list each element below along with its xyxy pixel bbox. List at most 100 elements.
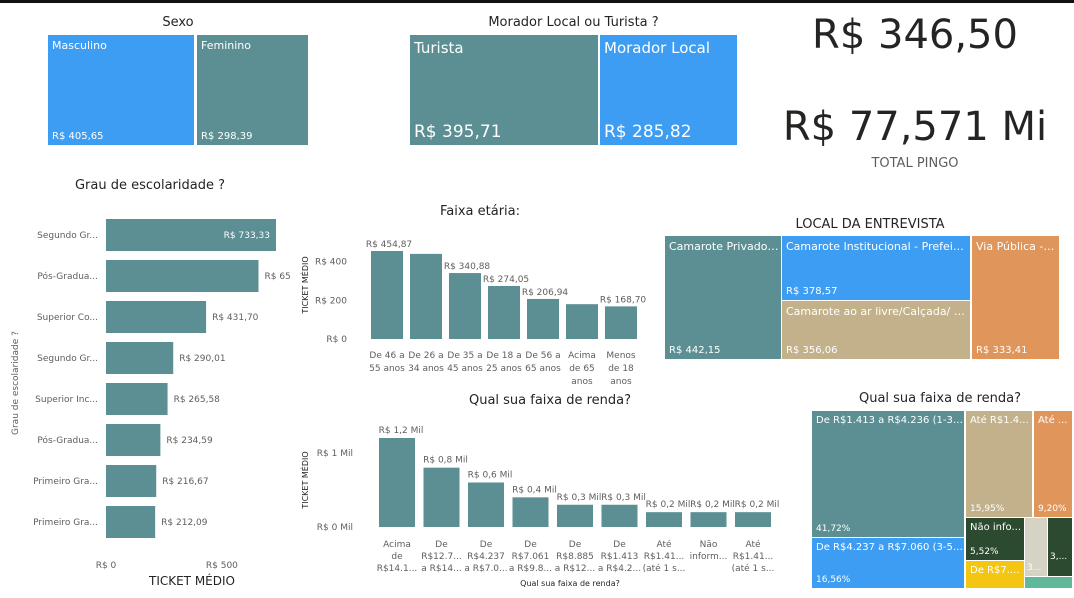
renda-bar-chart: TICKET MÉDIO R$ 0 Mil R$ 1 Mil R$ 1,2 Mil Ac… <box>299 426 779 588</box>
x-tick-label: R$14.1... <box>377 564 418 574</box>
bar[interactable] <box>468 482 504 528</box>
tile-value: 5,52% <box>970 547 999 557</box>
y-tick-label: Pós-Gradua... <box>37 435 98 446</box>
bar[interactable] <box>605 306 637 339</box>
x-tick-label: inform... <box>690 552 728 562</box>
x-tick-label: De 56 a <box>525 351 560 361</box>
kpi-total-label: TOTAL PINGO <box>871 156 959 171</box>
y-tick-label: R$ 1 Mil <box>317 449 353 459</box>
x-tick-label: Acima <box>568 351 596 361</box>
y-tick-label: R$ 400 <box>315 258 347 268</box>
data-label: R$ 0,6 Mil <box>468 471 513 481</box>
x-tick-label: De 35 a <box>447 351 482 361</box>
data-label: R$ 657,78 <box>264 272 290 282</box>
data-label: R$ 0,4 Mil <box>512 485 557 495</box>
bar[interactable] <box>106 301 207 333</box>
local-title: LOCAL DA ENTREVISTA <box>795 217 945 232</box>
data-label: R$ 431,70 <box>212 313 259 323</box>
local-tile-institucional[interactable]: Camarote Institucional - Prefeitura ... … <box>782 236 970 300</box>
data-label: R$ 168,70 <box>600 295 647 305</box>
bar[interactable] <box>646 512 682 527</box>
x-tick-label: Não <box>700 540 718 550</box>
morador-tile-turista[interactable]: Turista R$ 395,71 <box>410 35 598 145</box>
local-tile-privado[interactable]: Camarote Privado e... R$ 442,15 <box>665 236 781 359</box>
x-tick-label: De <box>613 540 626 550</box>
x-axis-title: TICKET MÉDIO <box>148 573 235 588</box>
bar[interactable] <box>106 219 276 251</box>
x-tick-label: De <box>480 540 493 550</box>
x-axis-title: Qual sua faixa de renda? <box>520 579 620 588</box>
x-tick-label: a R$7.0... <box>464 564 507 574</box>
tile-label: De R$1.413 a R$4.236 (1-3 ... <box>816 415 964 426</box>
tile-label: De R$7.... <box>970 565 1020 576</box>
tile-value: R$ 442,15 <box>669 345 721 356</box>
x-tick-label: De 18 a <box>486 351 521 361</box>
kpi-total: R$ 77,571 Mi <box>782 104 1048 150</box>
renda-tile-small-b[interactable]: 3,... <box>1048 518 1072 576</box>
y-tick-label: Superior Inc... <box>35 395 98 405</box>
x-tick-label: 65 anos <box>525 364 561 374</box>
renda-tile-nao-info[interactable]: Não info... 5,52% <box>966 518 1024 560</box>
bar[interactable] <box>106 424 161 456</box>
faixa-etaria-title: Faixa etária: <box>439 204 521 219</box>
tile-label: Camarote ao ar livre/Calçada/ Fami... <box>786 305 968 318</box>
bar[interactable] <box>488 285 520 339</box>
bar[interactable] <box>690 512 727 527</box>
bar[interactable] <box>423 467 460 527</box>
y-tick-label: Primeiro Gra... <box>33 518 98 528</box>
renda-tile-small-a[interactable]: 3... <box>1025 518 1047 576</box>
bar[interactable] <box>735 512 771 527</box>
bar[interactable] <box>106 465 157 497</box>
x-tick-label: R$8.885 <box>556 552 594 562</box>
renda-tile-ate-1413[interactable]: Até R$1.4... 15,95% <box>966 411 1032 517</box>
bar[interactable] <box>410 253 442 339</box>
x-tick-label: de 65 <box>569 364 595 374</box>
bar[interactable] <box>106 342 174 374</box>
tile-label: Não info... <box>970 522 1022 533</box>
bar[interactable] <box>512 497 549 527</box>
x-tick-label: a R$9.8... <box>509 564 552 574</box>
renda-tile-small-c[interactable] <box>1025 577 1072 588</box>
y-tick-label: Segundo Gr... <box>37 231 98 241</box>
x-tick-label: anos <box>571 377 593 387</box>
renda-tile-7060[interactable]: De R$7.... <box>966 561 1024 588</box>
renda-tile-4237[interactable]: De R$4.237 a R$7.060 (3-5 ... 16,56% <box>812 538 964 588</box>
tile-label: Até R$1.4... <box>970 415 1029 426</box>
bar[interactable] <box>449 273 481 339</box>
bar[interactable] <box>106 260 259 292</box>
bar[interactable] <box>557 504 593 527</box>
data-label: R$ 212,09 <box>161 518 208 528</box>
renda-tile-ate[interactable]: Até ... 9,20% <box>1034 411 1072 517</box>
tile-value: R$ 395,71 <box>414 122 502 142</box>
x-tick-label: (até 1 s... <box>732 563 775 574</box>
x-tick-label: 34 anos <box>408 364 444 374</box>
y-axis-title: TICKET MÉDIO <box>299 451 310 509</box>
local-tile-ar-livre[interactable]: Camarote ao ar livre/Calçada/ Fami... R$… <box>782 301 970 359</box>
data-label: R$ 0,2 Mil <box>646 500 691 510</box>
bar[interactable] <box>566 304 598 339</box>
x-tick-label: a R$4.2... <box>598 564 641 574</box>
y-tick-label: R$ 0 Mil <box>317 523 353 533</box>
bar[interactable] <box>601 504 638 527</box>
bar[interactable] <box>371 251 403 339</box>
bar[interactable] <box>527 298 559 339</box>
data-label: R$ 0,8 Mil <box>423 456 468 466</box>
tile-label: 3,... <box>1050 552 1068 562</box>
sexo-tile-masculino[interactable]: Masculino R$ 405,65 <box>48 35 194 145</box>
morador-tile-local[interactable]: Morador Local R$ 285,82 <box>600 35 737 145</box>
y-tick-label: Primeiro Gra... <box>33 477 98 487</box>
data-label: R$ 234,59 <box>166 436 213 446</box>
y-axis-title: TICKET MÉDIO <box>299 256 310 314</box>
x-tick-label: Até <box>745 539 761 550</box>
tile-value: R$ 333,41 <box>976 345 1028 356</box>
local-tile-via-publica[interactable]: Via Pública - ... R$ 333,41 <box>972 236 1059 359</box>
bar[interactable] <box>106 383 168 415</box>
sexo-tile-feminino[interactable]: Feminino R$ 298,39 <box>197 35 308 145</box>
data-label: R$ 1,2 Mil <box>379 426 424 436</box>
x-tick-label: De <box>569 540 582 550</box>
bar[interactable] <box>379 438 415 527</box>
renda-tile-1413[interactable]: De R$1.413 a R$4.236 (1-3 ... 41,72% <box>812 411 964 537</box>
x-tick-label: R$1.413 <box>601 552 639 562</box>
x-tick-label: De 26 a <box>408 351 443 361</box>
bar[interactable] <box>106 506 156 538</box>
